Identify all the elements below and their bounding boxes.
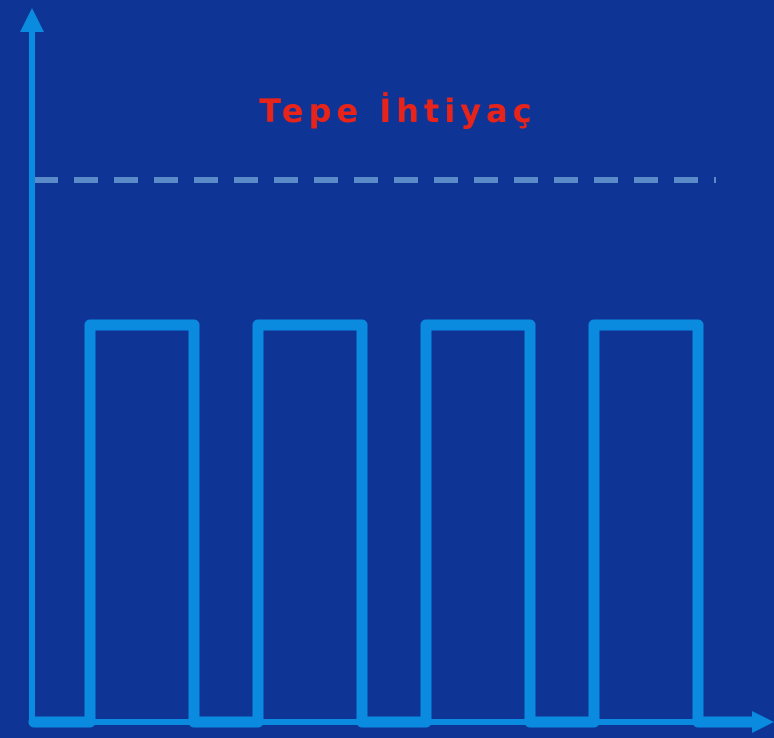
x-axis-arrow-icon (752, 711, 774, 733)
square-wave-series (28, 319, 766, 728)
y-axis-arrow-icon (20, 8, 44, 32)
peak-demand-label: Tepe İhtiyaç (259, 92, 536, 130)
